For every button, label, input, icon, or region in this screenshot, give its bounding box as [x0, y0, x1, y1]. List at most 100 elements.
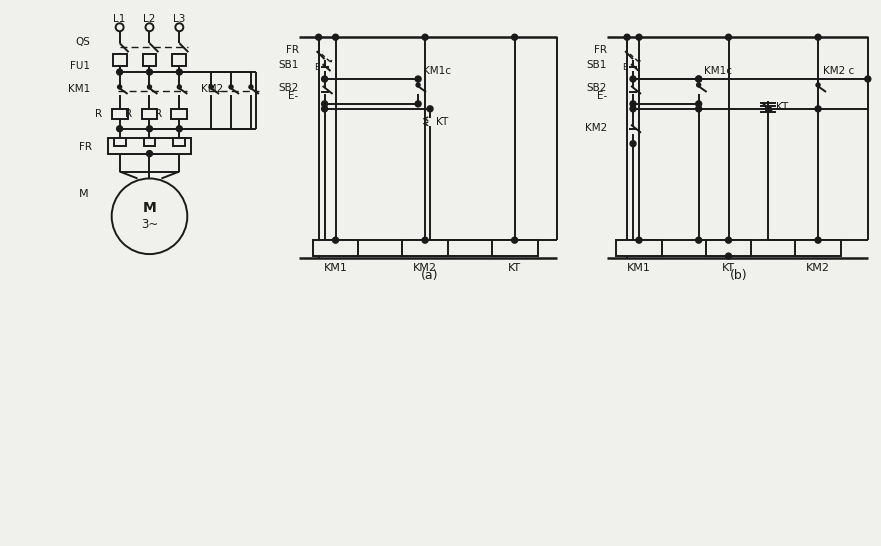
Circle shape — [696, 76, 701, 82]
Bar — [492, 240, 537, 256]
Bar — [616, 240, 662, 256]
Circle shape — [415, 101, 421, 107]
Text: (b): (b) — [729, 270, 747, 282]
Circle shape — [118, 85, 122, 89]
Circle shape — [726, 253, 731, 259]
Circle shape — [696, 101, 701, 107]
Bar — [142, 109, 158, 119]
Text: M: M — [79, 189, 89, 199]
Circle shape — [630, 106, 636, 112]
Circle shape — [697, 83, 700, 87]
Text: 3~: 3~ — [141, 218, 158, 231]
Circle shape — [112, 179, 188, 254]
Circle shape — [630, 101, 636, 107]
Circle shape — [815, 237, 821, 243]
Circle shape — [512, 34, 518, 40]
Circle shape — [146, 69, 152, 75]
Text: FR: FR — [285, 45, 299, 55]
Circle shape — [636, 34, 642, 40]
Bar — [113, 54, 127, 66]
Text: KM1: KM1 — [627, 263, 651, 273]
Circle shape — [176, 126, 182, 132]
Circle shape — [322, 101, 328, 107]
Text: M: M — [143, 201, 156, 215]
Text: FR: FR — [594, 45, 607, 55]
Text: SB1: SB1 — [587, 60, 607, 70]
Circle shape — [815, 34, 821, 40]
Text: SB1: SB1 — [278, 60, 299, 70]
Text: QS: QS — [75, 37, 90, 47]
Circle shape — [315, 34, 322, 40]
Circle shape — [177, 85, 181, 89]
Text: KM1c: KM1c — [704, 66, 731, 76]
Bar — [172, 109, 188, 119]
Circle shape — [624, 34, 630, 40]
Circle shape — [209, 85, 213, 89]
Circle shape — [116, 126, 122, 132]
Circle shape — [766, 106, 771, 112]
Text: FU1: FU1 — [70, 61, 90, 71]
Text: KM2: KM2 — [806, 263, 830, 273]
Text: KM2: KM2 — [585, 123, 607, 133]
Text: E: E — [622, 63, 628, 72]
Text: KM1: KM1 — [323, 263, 347, 273]
Text: KM2: KM2 — [201, 84, 224, 94]
Text: SB2: SB2 — [587, 83, 607, 93]
Text: KT: KT — [436, 117, 448, 127]
Circle shape — [865, 76, 870, 82]
Circle shape — [145, 23, 153, 31]
Circle shape — [422, 237, 428, 243]
Text: L2: L2 — [144, 14, 156, 25]
Circle shape — [696, 76, 701, 82]
Bar — [403, 240, 448, 256]
Bar — [174, 138, 185, 146]
Circle shape — [630, 76, 636, 82]
Circle shape — [726, 237, 731, 243]
Text: R: R — [95, 109, 102, 119]
Circle shape — [176, 69, 182, 75]
Text: KT: KT — [722, 263, 735, 273]
Text: E-: E- — [597, 91, 607, 101]
Circle shape — [512, 237, 518, 243]
Bar — [706, 240, 751, 256]
Circle shape — [332, 34, 338, 40]
Circle shape — [175, 23, 183, 31]
Circle shape — [636, 237, 642, 243]
Text: FR: FR — [78, 141, 92, 152]
Circle shape — [116, 69, 122, 75]
Text: KM2 c: KM2 c — [823, 66, 855, 76]
Text: KM1: KM1 — [68, 84, 90, 94]
Text: SB2: SB2 — [278, 83, 299, 93]
Bar — [143, 54, 157, 66]
Text: KT: KT — [508, 263, 522, 273]
Circle shape — [696, 106, 701, 112]
Circle shape — [229, 85, 233, 89]
Bar — [173, 54, 186, 66]
Circle shape — [630, 141, 636, 147]
Text: E-: E- — [288, 91, 299, 101]
Circle shape — [322, 76, 328, 82]
Circle shape — [726, 34, 731, 40]
Text: KM2: KM2 — [413, 263, 437, 273]
Text: L3: L3 — [174, 14, 186, 25]
Circle shape — [816, 83, 820, 87]
Text: R: R — [125, 109, 132, 119]
Circle shape — [416, 83, 420, 87]
Text: L1: L1 — [114, 14, 126, 25]
Circle shape — [696, 237, 701, 243]
Circle shape — [322, 106, 328, 112]
Circle shape — [332, 237, 338, 243]
Circle shape — [147, 85, 152, 89]
Bar — [107, 138, 191, 153]
Bar — [144, 138, 155, 146]
Circle shape — [815, 106, 821, 112]
Text: KM1c: KM1c — [423, 66, 451, 76]
Text: R: R — [155, 109, 162, 119]
Bar — [796, 240, 841, 256]
Text: (a): (a) — [421, 270, 439, 282]
Circle shape — [422, 34, 428, 40]
Bar — [112, 109, 128, 119]
Text: KT: KT — [776, 102, 788, 112]
Bar — [313, 240, 359, 256]
Circle shape — [115, 23, 123, 31]
